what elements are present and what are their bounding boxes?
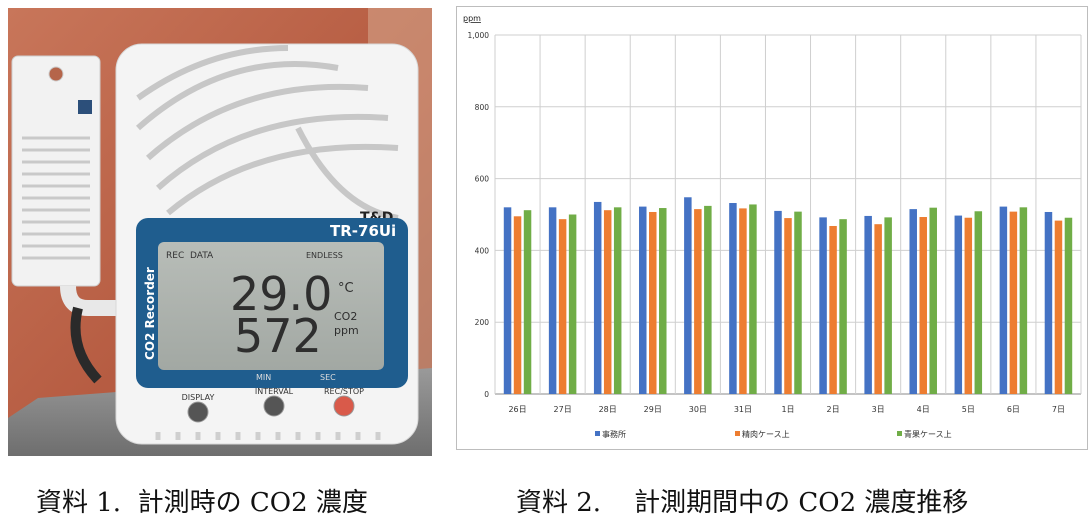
x-tick-label: 27日 <box>554 405 572 414</box>
co2-bar-chart: ppm 0 200 400 600 800 1,000 26日 27日 28日 29日 30日 31日 1… <box>463 14 1082 439</box>
y-tick-label: 0 <box>484 390 489 399</box>
lcd-sec: SEC <box>320 373 336 382</box>
y-tick-label: 600 <box>475 175 490 184</box>
display-button <box>187 401 209 423</box>
lcd-co2-unit: CO2 <box>334 310 357 323</box>
co2-recorder-photo: T&D TR-76Ui REC DATA ENDLESS 29.0 °C 572… <box>8 8 432 456</box>
co2-recorder-illustration: T&D TR-76Ui REC DATA ENDLESS 29.0 °C 572… <box>8 8 432 456</box>
bar <box>909 209 917 394</box>
bar <box>884 217 892 394</box>
interval-label: INTERVAL <box>255 387 294 396</box>
legend-swatch <box>595 431 600 436</box>
legend-swatch <box>735 431 740 436</box>
legend-label: 青果ケース上 <box>904 429 952 439</box>
bar <box>513 216 522 394</box>
bar <box>603 210 612 394</box>
bar <box>999 206 1008 394</box>
lcd-data: DATA <box>190 251 214 261</box>
caption-left: 資料 1. 計測時の CO2 濃度 <box>36 488 368 518</box>
bar <box>639 206 647 394</box>
caption-right: 資料 2. 計測期間中の CO2 濃度推移 <box>516 488 969 518</box>
y-tick-label: 400 <box>475 246 490 255</box>
x-tick-label: 31日 <box>734 405 752 414</box>
bar <box>523 210 532 394</box>
lcd-co2: 572 <box>234 309 322 363</box>
bar <box>1044 211 1053 394</box>
bar <box>829 225 837 394</box>
x-tick-label: 30日 <box>689 405 707 414</box>
bar <box>1054 220 1063 394</box>
lcd-temp-unit: °C <box>338 281 354 296</box>
bar <box>974 211 983 394</box>
x-tick-label: 29日 <box>644 405 662 414</box>
lcd-min: MIN <box>256 373 271 382</box>
x-tick-label: 6日 <box>1007 405 1020 414</box>
bar <box>503 207 512 394</box>
bar <box>558 219 567 394</box>
bar <box>548 207 557 394</box>
lcd-temperature: 29.0 <box>230 267 332 321</box>
bar <box>593 201 602 394</box>
y-tick-label: 200 <box>475 318 490 327</box>
lcd-rec: REC <box>166 251 184 261</box>
bar <box>839 219 847 394</box>
y-tick-label: 800 <box>475 103 490 112</box>
bar <box>1009 211 1018 394</box>
legend-label: 事務所 <box>602 429 626 439</box>
x-tick-label: 7日 <box>1052 405 1065 414</box>
legend-label: 精肉ケース上 <box>742 429 790 439</box>
x-tick-label: 5日 <box>962 405 975 414</box>
x-tick-label: 4日 <box>917 405 930 414</box>
x-tick-label: 1日 <box>781 405 794 414</box>
bar <box>568 214 577 394</box>
side-label: CO2 Recorder <box>143 267 157 360</box>
bar <box>929 207 937 394</box>
display-label: DISPLAY <box>182 393 215 402</box>
bar <box>704 205 712 394</box>
recstop-label: REC/STOP <box>324 387 364 396</box>
bar <box>694 209 702 394</box>
bar <box>874 224 882 394</box>
bar <box>919 217 927 394</box>
lcd-screen <box>158 242 384 370</box>
lcd-ppm-unit: ppm <box>334 324 359 337</box>
x-tick-label: 3日 <box>872 405 885 414</box>
bar <box>659 208 667 394</box>
x-tick-label: 2日 <box>827 405 840 414</box>
bar <box>684 197 692 394</box>
bar <box>864 215 872 394</box>
legend-swatch <box>897 431 902 436</box>
co2-chart-frame: ppm 0 200 400 600 800 1,000 26日 27日 28日 29日 30日 31日 1… <box>456 6 1088 450</box>
bar <box>1019 207 1028 394</box>
interval-button <box>263 395 285 417</box>
bar <box>1064 217 1073 394</box>
bar <box>613 207 622 394</box>
bar <box>649 211 657 394</box>
lcd-endless: ENDLESS <box>306 251 343 260</box>
bar <box>739 208 747 394</box>
bar <box>749 204 757 394</box>
bar <box>794 211 802 394</box>
bar <box>819 217 827 394</box>
y-tick-label: 1,000 <box>468 31 490 40</box>
bar <box>784 218 792 394</box>
model-label: TR-76Ui <box>330 222 396 240</box>
bar <box>729 203 737 394</box>
recstop-button <box>333 395 355 417</box>
x-tick-label: 26日 <box>508 405 526 414</box>
bar <box>964 217 973 394</box>
x-tick-label: 28日 <box>599 405 617 414</box>
bar <box>954 215 963 394</box>
y-unit-label: ppm <box>463 14 481 23</box>
bar <box>774 210 782 394</box>
